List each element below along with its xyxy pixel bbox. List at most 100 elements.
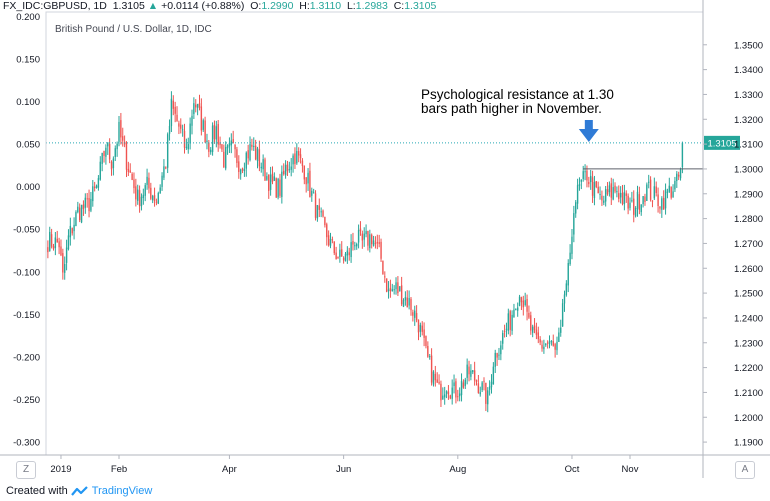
candle-body (217, 124, 219, 145)
candle-body (359, 228, 362, 232)
candle-body (185, 146, 188, 148)
low-label: L: (346, 0, 356, 12)
overlay-layer: 1.3105 Psychological resistance at 1.30ba… (46, 87, 740, 170)
last-price: 1.3105 (112, 0, 145, 12)
right-tick-label: 1.2200 (734, 363, 763, 374)
candle-body (603, 200, 605, 203)
low-value: 1.2983 (355, 0, 388, 12)
candle-body (496, 352, 498, 358)
candle-body (75, 211, 77, 226)
right-tick-label: 1.2600 (734, 264, 763, 275)
candle-body (421, 325, 423, 332)
candle-body (268, 174, 270, 191)
down-arrow-icon (578, 120, 599, 142)
candle-body (567, 263, 569, 286)
candle-body (502, 333, 504, 344)
candle-body (414, 310, 416, 318)
candle-body (256, 148, 259, 162)
candle-body (382, 261, 384, 275)
candle-body (189, 123, 191, 144)
candle-body (105, 147, 107, 157)
candle-body (429, 356, 431, 358)
candle-body (151, 195, 154, 201)
candle-body (578, 184, 581, 186)
candle-body (535, 329, 538, 335)
candle-body (204, 120, 206, 143)
candle-body (636, 191, 639, 209)
tradingview-logo-icon (70, 486, 88, 496)
candle-body (367, 230, 369, 246)
candle-body (481, 382, 483, 391)
close-label: C: (393, 0, 405, 12)
candle-body (606, 189, 609, 195)
candle-body (397, 282, 399, 294)
left-tick-label: 0.150 (16, 54, 40, 65)
candle-body (415, 313, 418, 321)
candle-body (297, 151, 300, 156)
candle-body (648, 181, 650, 183)
candle-body (661, 198, 663, 210)
candle-body (543, 346, 545, 350)
candle-body (56, 238, 58, 243)
candle-body (384, 276, 386, 278)
candle-body (258, 149, 261, 167)
candle-body (144, 185, 146, 196)
candle-body (453, 382, 455, 387)
high-label: H: (299, 0, 310, 12)
candle-body (228, 142, 231, 147)
candle-body (346, 250, 349, 256)
candle-body (290, 166, 292, 170)
open-value: 1.2990 (261, 0, 294, 12)
axis-layer: 0.200 0.150 0.100 0.050 0.000 -0.050 -0.100 -0.… (0, 0, 770, 478)
candle-body (634, 208, 637, 217)
candle-body (646, 184, 648, 201)
candle-body (181, 129, 184, 131)
candle-body (548, 341, 551, 344)
candle-body (273, 176, 276, 181)
candle-body (419, 324, 422, 332)
candle-body (528, 312, 530, 318)
candle-body (438, 381, 440, 384)
candle-body (625, 193, 627, 196)
candle-body (657, 194, 659, 206)
candle-body (487, 390, 489, 405)
candle-body (245, 152, 247, 169)
candle-body (380, 241, 382, 259)
candle-body (584, 171, 586, 173)
candle-body (236, 149, 238, 164)
candle-body (546, 342, 549, 344)
x-tick-label: Nov (622, 464, 639, 475)
candle-body (466, 364, 468, 378)
candle-body (187, 144, 189, 150)
candle-body (580, 179, 583, 182)
candle-body (505, 328, 508, 330)
footer-brand[interactable]: TradingView (91, 485, 153, 497)
candle-body (533, 325, 536, 330)
candle-body (326, 224, 328, 238)
footer-created-text: Created with (6, 485, 68, 497)
candle-body (327, 235, 330, 246)
candle-body (614, 185, 616, 192)
candle-body (565, 283, 568, 295)
candle-body (507, 313, 510, 331)
up-triangle-icon: ▲ (147, 0, 159, 12)
candle-body (133, 179, 135, 189)
candle-body (234, 144, 236, 150)
candle-body (541, 344, 543, 349)
candle-body (552, 341, 554, 346)
last-price-label-box (704, 135, 740, 150)
candle-body (50, 234, 53, 247)
candle-body (178, 123, 180, 127)
x-tick-label: Apr (222, 464, 237, 475)
candle-body (524, 300, 526, 305)
candle-body (67, 235, 70, 250)
candle-body (97, 178, 100, 188)
candle-body (589, 175, 592, 183)
auto-scale-left-button[interactable]: Z (16, 461, 36, 479)
candle-body (479, 392, 481, 395)
candle-body (369, 234, 371, 249)
candle-body (284, 164, 287, 176)
candle-body (374, 242, 377, 244)
candle-body (52, 246, 55, 249)
auto-scale-right-button[interactable]: A (735, 461, 755, 479)
